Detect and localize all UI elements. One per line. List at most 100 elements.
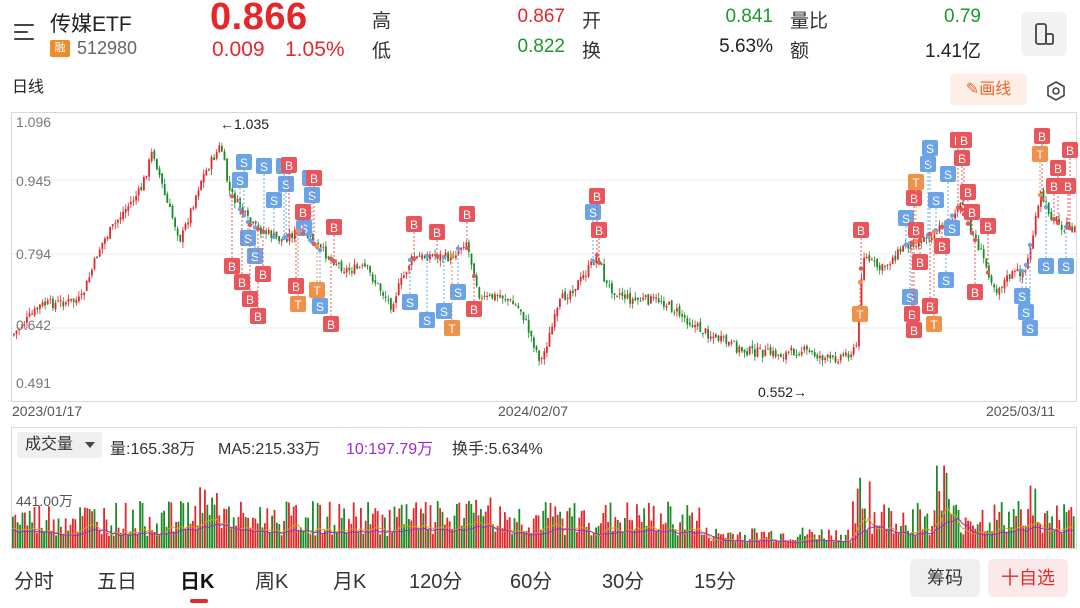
- x-tick: 2023/01/17: [12, 403, 83, 419]
- caret-down-icon: [85, 442, 95, 448]
- svg-text:B: B: [908, 308, 916, 322]
- tab-five-day[interactable]: 五日: [97, 571, 137, 593]
- svg-text:B: B: [285, 159, 293, 173]
- svg-text:B: B: [910, 192, 918, 206]
- svg-text:B: B: [964, 186, 972, 200]
- svg-text:S: S: [282, 178, 290, 192]
- turnover-label: 换: [582, 41, 602, 62]
- security-code: 512980: [77, 38, 138, 58]
- indicator-selector-label: 成交量: [25, 436, 74, 453]
- svg-text:S: S: [300, 222, 308, 236]
- pencil-icon: ✎: [965, 81, 980, 98]
- settings-icon[interactable]: [1045, 80, 1067, 102]
- svg-text:B: B: [971, 286, 979, 300]
- svg-text:S: S: [270, 194, 278, 208]
- svg-text:B: B: [595, 224, 603, 238]
- svg-text:S: S: [240, 156, 248, 170]
- tab-30min[interactable]: 30分: [602, 571, 645, 593]
- tab-intraday[interactable]: 分时: [14, 571, 54, 593]
- y-tick: 0.794: [16, 246, 52, 262]
- svg-text:T: T: [448, 322, 456, 336]
- tab-120min[interactable]: 120分: [409, 571, 463, 593]
- svg-text:S: S: [423, 314, 431, 328]
- svg-text:S: S: [902, 212, 910, 226]
- svg-text:B: B: [1038, 130, 1046, 144]
- svg-text:B: B: [984, 220, 992, 234]
- svg-text:B: B: [410, 218, 418, 232]
- price-change-pct: 1.05%: [285, 38, 345, 61]
- open-value: 0.841: [725, 6, 773, 27]
- svg-text:S: S: [251, 250, 259, 264]
- svg-text:B: B: [238, 276, 246, 290]
- amount-value: 1.41亿: [925, 41, 981, 62]
- svg-text:B: B: [960, 134, 968, 148]
- low-value: 0.822: [517, 36, 565, 57]
- svg-text:S: S: [944, 168, 952, 182]
- svg-text:B: B: [958, 152, 966, 166]
- amount-label: 额: [790, 41, 810, 62]
- svg-text:B: B: [916, 256, 924, 270]
- kline-chart: SSSSSSSSSSSSSSSSSSSSSSSSSSSSSSBBBBBBBBBB…: [12, 128, 1078, 367]
- period-low-marker: 0.552→: [758, 384, 808, 400]
- menu-icon[interactable]: [14, 24, 36, 40]
- add-to-watchlist-button[interactable]: 十自选: [988, 559, 1068, 597]
- margin-badge: 融: [50, 40, 70, 57]
- svg-text:S: S: [906, 291, 914, 305]
- svg-text:S: S: [1022, 306, 1030, 320]
- tab-15min[interactable]: 15分: [694, 571, 737, 593]
- svg-text:S: S: [948, 222, 956, 236]
- svg-text:B: B: [246, 293, 254, 307]
- volume-y-tick: 441.00万: [16, 493, 73, 509]
- draw-line-label: 画线: [979, 81, 1012, 98]
- volume-chart: [11, 465, 1075, 548]
- kline-chart-area[interactable]: [11, 112, 1077, 402]
- volume-chart-area[interactable]: [11, 427, 1077, 549]
- y-tick: 0.491: [16, 375, 52, 391]
- turnover-value: 5.63%: [719, 36, 773, 57]
- tab-60min[interactable]: 60分: [510, 571, 553, 593]
- svg-text:T: T: [856, 308, 864, 322]
- volume-turnover: 换手:5.634%: [452, 441, 543, 458]
- svg-text:S: S: [260, 160, 268, 174]
- svg-text:S: S: [1042, 260, 1050, 274]
- svg-text:B: B: [259, 268, 267, 282]
- svg-text:B: B: [910, 324, 918, 338]
- svg-text:B: B: [1050, 180, 1058, 194]
- svg-text:B: B: [926, 300, 934, 314]
- svg-text:S: S: [589, 206, 597, 220]
- svg-text:S: S: [236, 174, 244, 188]
- svg-text:T: T: [313, 284, 321, 298]
- draw-line-button[interactable]: ✎画线: [950, 74, 1027, 105]
- landscape-toggle-button[interactable]: [1021, 12, 1067, 56]
- last-price: 0.866: [210, 0, 308, 38]
- active-tab-indicator: [190, 599, 208, 603]
- svg-text:B: B: [470, 303, 478, 317]
- svg-text:S: S: [924, 158, 932, 172]
- x-tick: 2025/03/11: [986, 403, 1056, 419]
- indicator-selector[interactable]: 成交量: [17, 432, 102, 458]
- high-label: 高: [372, 11, 392, 32]
- svg-text:S: S: [308, 189, 316, 203]
- svg-text:S: S: [406, 296, 414, 310]
- tab-monthly-k[interactable]: 月K: [333, 571, 367, 593]
- period-high-marker: ←1.035: [220, 116, 270, 132]
- svg-text:S: S: [942, 274, 950, 288]
- svg-text:B: B: [1054, 162, 1062, 176]
- svg-text:B: B: [1064, 180, 1072, 194]
- tab-daily-k[interactable]: 日K: [180, 571, 215, 593]
- y-tick: 0.945: [16, 173, 52, 189]
- phone-icon: [1035, 23, 1054, 45]
- svg-text:B: B: [292, 280, 300, 294]
- svg-text:B: B: [228, 260, 236, 274]
- svg-text:S: S: [932, 194, 940, 208]
- tab-weekly-k[interactable]: 周K: [255, 571, 289, 593]
- svg-text:B: B: [327, 318, 335, 332]
- chart-type-label: 日线: [12, 79, 45, 96]
- security-title: 传媒ETF: [50, 13, 132, 36]
- svg-text:B: B: [968, 206, 976, 220]
- chip-distribution-button[interactable]: 筹码: [910, 559, 980, 597]
- svg-text:B: B: [433, 226, 441, 240]
- svg-text:T: T: [1036, 148, 1044, 162]
- svg-text:S: S: [1018, 290, 1026, 304]
- svg-text:B: B: [463, 208, 471, 222]
